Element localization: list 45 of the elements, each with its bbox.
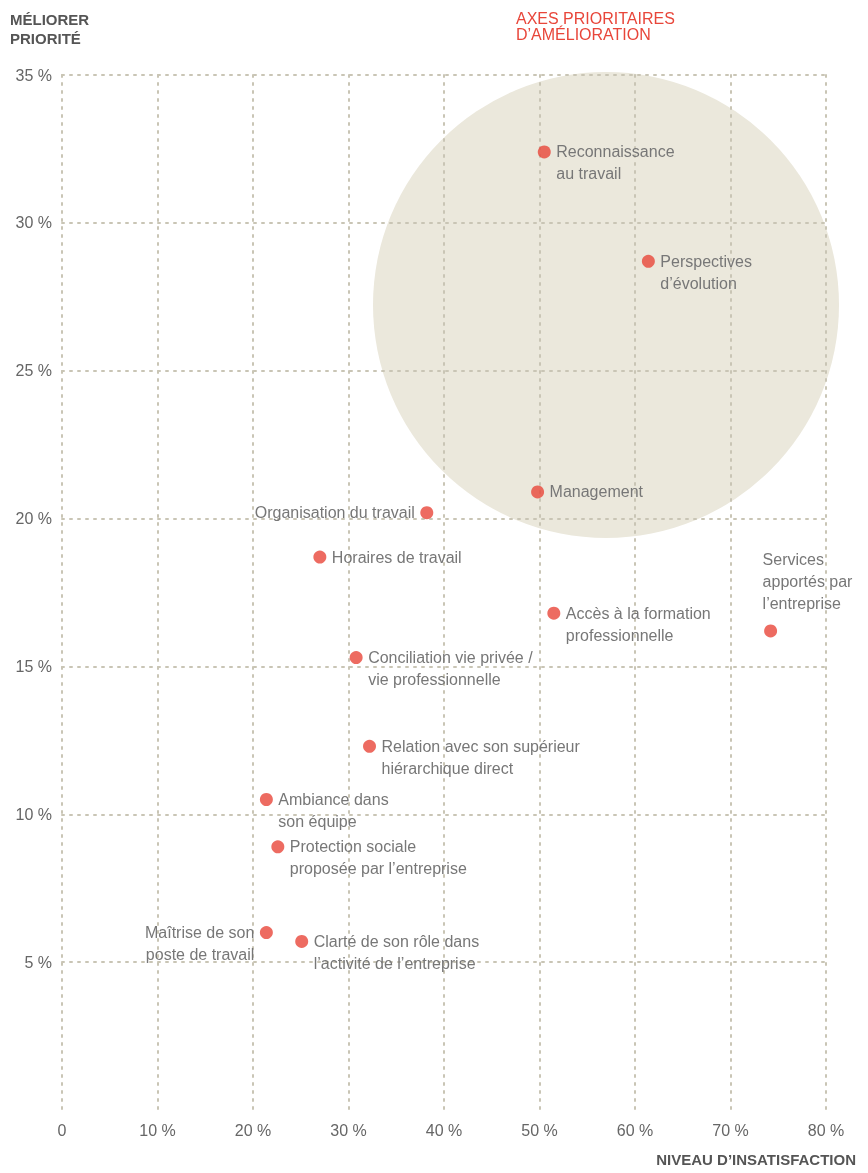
- annotation: Perspectives d’évolution: [660, 252, 752, 292]
- point: [295, 934, 309, 948]
- point: [271, 840, 285, 854]
- point: [547, 606, 561, 620]
- y-tick-label: 5 %: [24, 953, 52, 971]
- annotation: Clarté de son rôle dans l’activité de l’entreprise: [313, 932, 480, 972]
- point: [363, 739, 377, 753]
- annotation: Organisation du travail: [254, 504, 415, 522]
- x-tick-label: 50 %: [521, 1121, 558, 1139]
- point: [537, 145, 551, 159]
- x-tick-label: 70 %: [712, 1121, 749, 1139]
- y-axis-title: MÉLIORER PRIORITÉ: [10, 11, 90, 47]
- x-axis-title: NIVEAU D’INSATISFACTION: [656, 1151, 856, 1168]
- point: [641, 254, 655, 268]
- annotation: Conciliation vie privée / vie professionnelle: [368, 649, 534, 689]
- x-tick-label: 30 %: [330, 1121, 367, 1139]
- y-tick-label: 20 %: [15, 510, 52, 528]
- annotation: Horaires de travail: [331, 548, 462, 566]
- annotation: Maîtrise de son poste de travail: [144, 924, 255, 964]
- point: [259, 926, 273, 940]
- point: [313, 550, 327, 564]
- point: [764, 624, 778, 638]
- y-tick-label: 25 %: [15, 362, 52, 380]
- annotation: Accès à la formation professionnelle: [565, 604, 711, 644]
- y-tick-label: 30 %: [15, 214, 52, 232]
- annotation: Services apportés par l’entreprise: [762, 551, 854, 613]
- y-tick-label: 35 %: [15, 66, 52, 84]
- annotation: Management: [549, 483, 644, 501]
- x-tick-label: 40 %: [425, 1121, 463, 1139]
- x-tick-label: 0: [57, 1121, 67, 1139]
- x-tick-label: 60 %: [616, 1121, 654, 1139]
- point: [349, 651, 363, 665]
- annotation: Relation avec son supérieur hiérarchique direct: [381, 737, 581, 777]
- point: [259, 793, 273, 806]
- y-tick-label: 10 %: [15, 805, 52, 823]
- x-tick-label: 10 %: [139, 1121, 176, 1139]
- y-tick-label: 15 %: [15, 657, 52, 675]
- annotation: Ambiance dans son équipe: [278, 791, 389, 830]
- point: [420, 506, 434, 520]
- x-tick-label: 80 %: [807, 1121, 845, 1139]
- point: [531, 485, 545, 499]
- annotation: Reconnaissance au travail: [556, 143, 675, 183]
- x-tick-label: 20 %: [234, 1121, 272, 1139]
- annotation: Protection sociale proposée par l’entreprise: [289, 838, 467, 878]
- text: AXES PRIORITAIRES D’AMÉLIORATION: [515, 9, 675, 43]
